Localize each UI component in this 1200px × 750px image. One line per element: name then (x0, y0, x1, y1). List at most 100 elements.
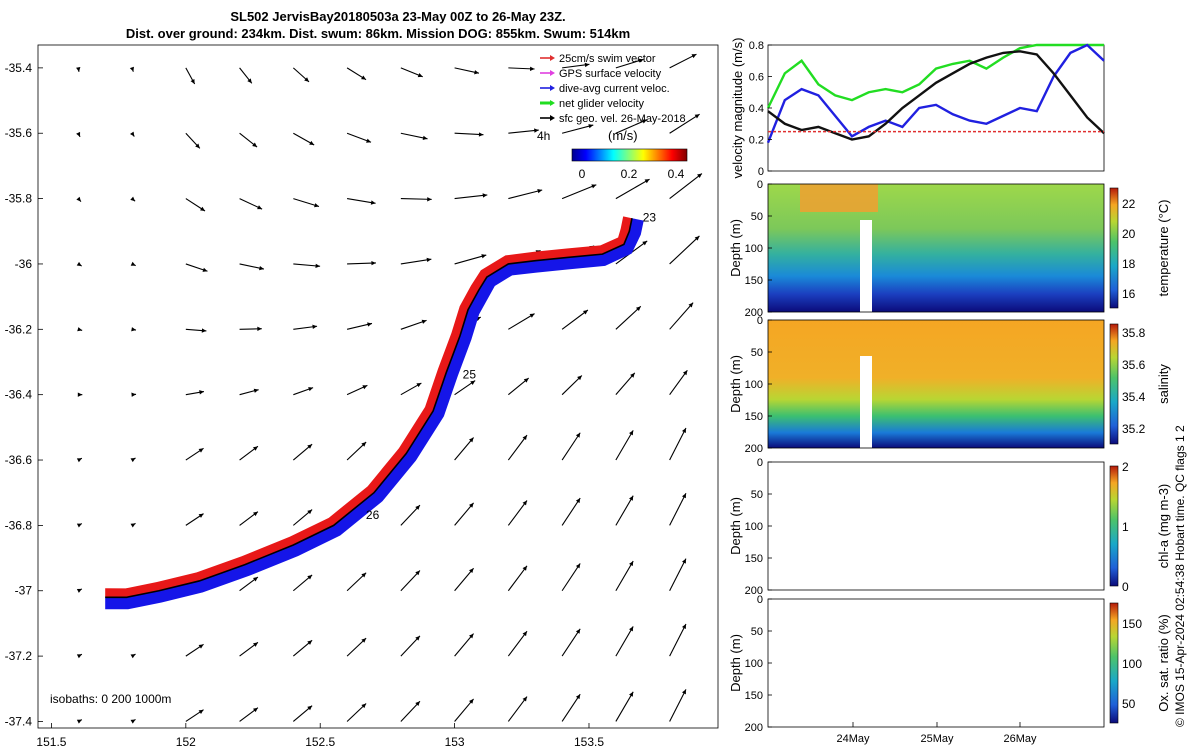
colorbar (1109, 602, 1119, 724)
current-vector-head (361, 572, 367, 578)
current-vector-head (253, 707, 258, 713)
map-legend: 25cm/s swim vector GPS surface velocity di… (540, 53, 686, 125)
depth-axis-label: Depth (m) (728, 497, 743, 555)
current-vector (454, 132, 484, 136)
day-label: 23 (643, 210, 657, 224)
current-vector-head (575, 432, 581, 438)
depth-tick-label: 50 (751, 626, 763, 638)
current-vector-head (474, 70, 479, 75)
velocity-y-tick-label: 0.2 (749, 135, 764, 147)
isobath-note: isobaths: 0 200 1000m (50, 692, 171, 706)
current-vector (508, 313, 535, 330)
current-vector (400, 635, 421, 657)
velocity-series-line (766, 43, 1105, 144)
velocity-y-tick-label: 0 (758, 166, 764, 178)
current-vector (400, 132, 428, 140)
depth-tick-label: 50 (751, 211, 763, 223)
depth-tick-label: 150 (745, 275, 763, 287)
current-vector-head (681, 689, 686, 695)
current-vector-head (76, 588, 82, 593)
current-vector-head (681, 558, 686, 564)
current-vector-head (415, 635, 420, 641)
current-vector-head (77, 392, 83, 397)
map-y-tick-label: -37.4 (5, 714, 33, 728)
current-vector (615, 560, 634, 592)
current-vector (615, 495, 634, 526)
legend-swatch-head (550, 70, 555, 76)
colorbar-tick-label: 2 (1122, 460, 1129, 474)
current-vector-head (307, 640, 313, 645)
current-vector-head (361, 442, 367, 447)
current-vector-head (688, 302, 694, 308)
day-labels: 23 25 26 (366, 210, 657, 521)
colorbar-tick-label: 22 (1122, 197, 1136, 211)
surface-current-vectors (76, 53, 703, 724)
current-vector-head (681, 493, 686, 499)
current-vector-head (523, 378, 529, 383)
current-vector (615, 58, 644, 69)
depth-tick-label: 150 (745, 553, 763, 565)
current-vector (669, 173, 703, 200)
legend-swatch-head (550, 55, 555, 61)
map-y-tick-label: -37.2 (5, 649, 33, 663)
current-vector (669, 53, 697, 69)
current-vector-head (629, 495, 634, 501)
current-vector-head (469, 698, 474, 704)
map-frame (37, 44, 719, 729)
current-vector-head (259, 265, 264, 271)
current-vector-head (529, 313, 535, 318)
current-vector (669, 302, 694, 330)
current-vector (507, 434, 528, 461)
current-vector-head (371, 260, 376, 266)
speed-colorbar-tick: 0 (579, 167, 586, 181)
current-vector-head (537, 189, 543, 194)
current-vector (454, 567, 474, 592)
current-vector-head (481, 254, 487, 259)
current-vector-head (130, 196, 136, 202)
legend-label: net glider velocity (559, 98, 644, 110)
current-vector-head (415, 570, 420, 576)
current-vector (561, 309, 589, 330)
current-vector-head (198, 513, 204, 518)
current-vector-head (529, 66, 535, 71)
map-x-ticks: 151.5 152 152.5 153 153.5 (36, 723, 604, 749)
colorbar-tick-label: 150 (1122, 617, 1142, 631)
speed-colorbar-ticks: 0 0.2 0.4 (579, 167, 685, 181)
current-vector-head (304, 77, 310, 82)
time-tick-label: 24May (836, 733, 870, 745)
current-vector (561, 375, 583, 396)
current-vector-head (362, 385, 368, 390)
colorbar-tick-label: 20 (1122, 227, 1136, 241)
velocity-y-label: velocity magnitude (m/s) (730, 38, 745, 179)
velocity-series-line (766, 43, 1104, 109)
current-vector (508, 189, 543, 200)
map-y-tick-label: -36.4 (5, 388, 33, 402)
depth-tick-label: 100 (745, 243, 763, 255)
current-vector-head (629, 691, 634, 697)
current-vector-head (422, 135, 428, 141)
current-vector-head (575, 498, 581, 504)
section-field (768, 320, 1104, 448)
current-vector-head (309, 140, 315, 146)
dive-avg-current-ribbon (105, 218, 644, 610)
current-vector-head (76, 523, 82, 528)
current-vector-head (641, 119, 647, 124)
current-vector-head (426, 257, 432, 263)
current-vector (615, 691, 634, 722)
velocity-panel: 0 0.2 0.4 0.6 0.8 velocity magnitude (m/s) (730, 38, 1105, 179)
map-x-tick-label: 151.5 (36, 735, 66, 749)
current-vector-head (200, 206, 206, 211)
current-vector-head (190, 79, 195, 85)
current-vector (561, 184, 597, 200)
current-vector-head (131, 392, 137, 397)
current-vector (669, 235, 700, 265)
depth-panel: 0 50 100 150 200 Depth (m) 50 100 150 Ox. sat. ra… (728, 594, 1171, 734)
current-vector (615, 305, 642, 330)
current-vector (507, 565, 528, 592)
legend-label: 25cm/s swim vector (559, 53, 656, 65)
depth-tick-label: 50 (751, 489, 763, 501)
current-vector-head (130, 261, 136, 266)
depth-panel-frame (767, 461, 1105, 591)
current-vector-head (76, 67, 81, 72)
